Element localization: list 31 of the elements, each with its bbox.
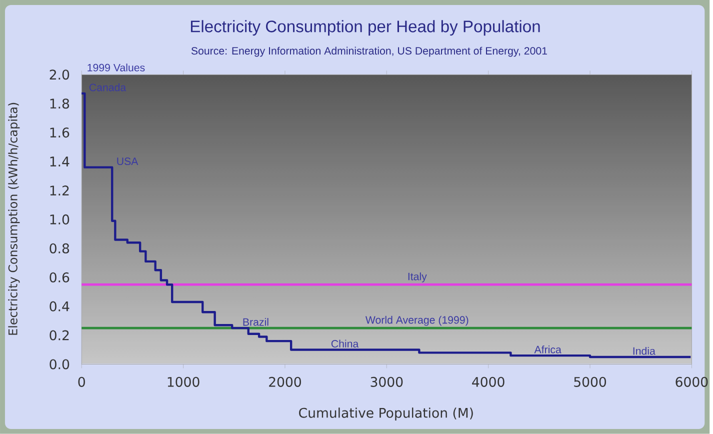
- chart-subtitle: Source: Energy Information Administration, US Department of Energy, 2001: [191, 46, 547, 57]
- y-tick-label: 1.2: [50, 186, 69, 196]
- y-tick-label: 1.6: [50, 128, 70, 138]
- y-tick-label: 0.4: [50, 301, 70, 312]
- x-axis-title: Cumulative Population (M): [299, 408, 473, 420]
- ref-line-label: Italy: [408, 272, 427, 282]
- x-tick-label: 3000: [370, 376, 403, 387]
- annotation: USA: [117, 158, 138, 166]
- text: 1999 Values: [88, 64, 145, 72]
- annotation: Brazil: [243, 318, 268, 326]
- y-tick-label: 1.0: [50, 214, 70, 224]
- x-tick-label: 5000: [574, 376, 606, 387]
- y-tick-label: 1.4: [50, 156, 70, 166]
- ref-line-label: World Average (1999): [365, 316, 468, 326]
- y-tick-label: 0.6: [50, 272, 70, 282]
- y-tick-label: 0.8: [50, 243, 70, 254]
- x-tick-label: 2000: [269, 376, 301, 387]
- y-axis-title: Electricity Consumption (kWh/h/capita): [8, 102, 20, 335]
- annotation: Africa: [534, 346, 562, 354]
- chart-title: Electricity Consumption per Head by Population: [190, 20, 540, 36]
- annotation: Canada: [89, 83, 126, 92]
- x-tick-label: 4000: [472, 376, 504, 387]
- annotation: China: [331, 340, 359, 348]
- annotation: India: [633, 346, 656, 355]
- x-tick-label: 6000: [676, 376, 708, 387]
- y-tick-label: 0.0: [50, 359, 70, 370]
- y-tick-label: 2.0: [50, 70, 70, 80]
- y-tick-label: 1.8: [50, 98, 70, 109]
- x-tick-label: 1000: [168, 376, 200, 387]
- x-tick-label: 0: [78, 376, 85, 387]
- y-tick-label: 0.2: [50, 330, 69, 340]
